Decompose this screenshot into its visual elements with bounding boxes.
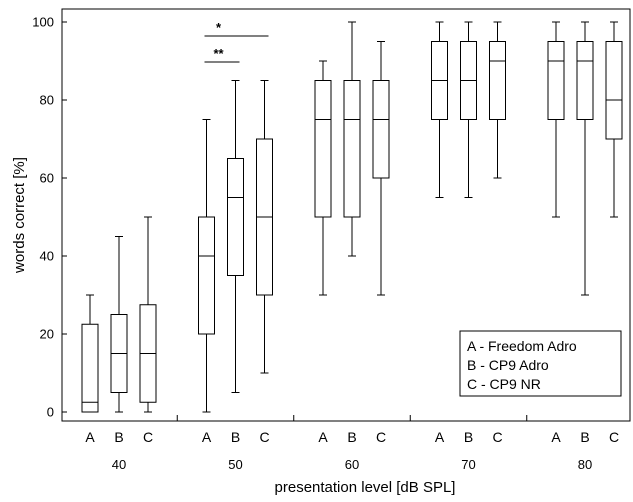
x-condition-label: C (143, 429, 153, 445)
x-condition-label: C (492, 429, 502, 445)
iqr-box (81, 323, 99, 413)
box-60-c (372, 41, 390, 296)
significance-markers: *** (204, 20, 269, 63)
x-group-label: 50 (228, 457, 242, 472)
y-tick-label: 40 (40, 249, 54, 264)
box-70-b (460, 21, 477, 198)
box-50-a (198, 119, 215, 413)
box-50-b (227, 80, 244, 393)
y-tick-label: 60 (40, 171, 54, 186)
box-40-b (110, 236, 128, 413)
box-80-a (547, 21, 565, 218)
box-60-b (343, 21, 361, 257)
y-tick-label: 20 (40, 327, 54, 342)
box-60-a (314, 60, 332, 296)
x-axis-label: presentation level [dB SPL] (275, 479, 456, 496)
x-condition-label: B (231, 429, 240, 445)
significance-label: * (216, 20, 222, 35)
iqr-box (489, 41, 506, 120)
x-group-label: 70 (461, 457, 475, 472)
plot-frame (61, 8, 631, 422)
legend-box (459, 330, 622, 397)
x-condition-label: B (580, 429, 589, 445)
box-80-c (605, 21, 623, 218)
box-50-c (256, 80, 273, 374)
x-condition-label: A (551, 429, 561, 445)
iqr-box (314, 80, 332, 218)
x-condition-label: A (435, 429, 445, 445)
significance-label: ** (213, 46, 224, 61)
box-70-c (489, 21, 506, 179)
x-axis: A B C 40 A B C 50 A B C 60 A B C 70 A B C 80 (85, 415, 619, 472)
x-group-label: 60 (345, 457, 359, 472)
x-group-label: 40 (112, 457, 126, 472)
x-condition-label: A (202, 429, 212, 445)
iqr-box (198, 216, 215, 335)
iqr-box (343, 80, 361, 218)
legend-entry-b: B - CP9 Adro (467, 357, 549, 373)
iqr-box (605, 41, 623, 140)
y-tick-label: 80 (40, 93, 54, 108)
box-80-b (576, 21, 594, 296)
box-70-a (431, 21, 448, 198)
x-condition-label: C (609, 429, 619, 445)
y-tick-label: 100 (32, 15, 54, 30)
iqr-box (576, 41, 594, 120)
x-condition-label: A (85, 429, 95, 445)
iqr-box (372, 80, 390, 179)
x-condition-label: C (259, 429, 269, 445)
legend-entry-a: A - Freedom Adro (467, 338, 577, 354)
box-40-c (139, 216, 157, 413)
box-40-a (81, 294, 99, 413)
legend: A - Freedom Adro B - CP9 Adro C - CP9 NR (459, 330, 622, 397)
x-condition-label: C (376, 429, 386, 445)
x-condition-label: B (114, 429, 123, 445)
y-axis-label: words correct [%] (11, 157, 28, 274)
iqr-box (547, 41, 565, 120)
iqr-box (227, 158, 244, 276)
y-tick-label: 0 (47, 405, 54, 420)
x-condition-label: A (318, 429, 328, 445)
x-condition-label: B (464, 429, 473, 445)
x-condition-label: B (347, 429, 356, 445)
y-axis: 0 20 40 60 80 100 (32, 15, 67, 420)
box-series (81, 21, 623, 413)
legend-entry-c: C - CP9 NR (467, 376, 541, 392)
x-group-label: 80 (578, 457, 592, 472)
